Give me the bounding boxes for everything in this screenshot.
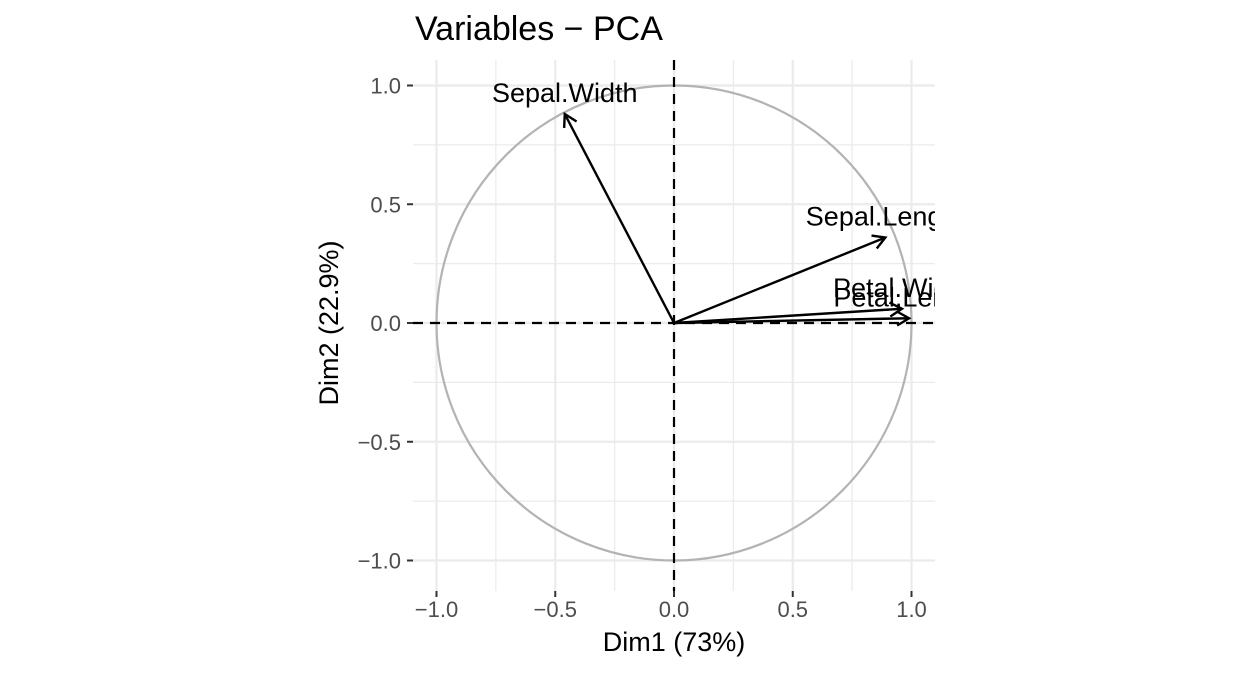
variable-arrow [673, 234, 888, 325]
x-tick-label: 0.0 [659, 597, 690, 622]
variable-label: Petal.Length [833, 282, 985, 312]
variable-label: Sepal.Width [492, 78, 638, 108]
x-axis-label: Dim1 (73%) [603, 627, 746, 657]
variable-label: Sepal.Length [806, 202, 965, 232]
x-tick-label: 1.0 [896, 597, 927, 622]
chart-title: Variables − PCA [415, 10, 663, 48]
x-tick-label: −1.0 [415, 597, 458, 622]
x-axis: −1.0 −0.5 0.0 0.5 1.0 [415, 591, 927, 622]
variable-arrow [562, 111, 676, 324]
y-axis-label: Dim2 (22.9%) [314, 240, 344, 405]
y-tick-label: 0.5 [370, 192, 401, 217]
y-tick-label: 1.0 [370, 74, 401, 99]
y-tick-label: 0.0 [370, 311, 401, 336]
variable-arrow [673, 310, 912, 327]
x-tick-label: −0.5 [534, 597, 577, 622]
variable-arrows [562, 111, 912, 327]
y-axis: −1.0 −0.5 0.0 0.5 1.0 [358, 74, 413, 574]
variable-arrow [673, 301, 905, 325]
x-tick-label: 0.5 [777, 597, 808, 622]
variable-label: Petal.Width [833, 273, 971, 303]
y-tick-label: −0.5 [358, 430, 401, 455]
y-tick-label: −1.0 [358, 549, 401, 574]
variable-labels: Sepal.Width Sepal.Length Petal.WidthPetal.… [492, 78, 985, 312]
